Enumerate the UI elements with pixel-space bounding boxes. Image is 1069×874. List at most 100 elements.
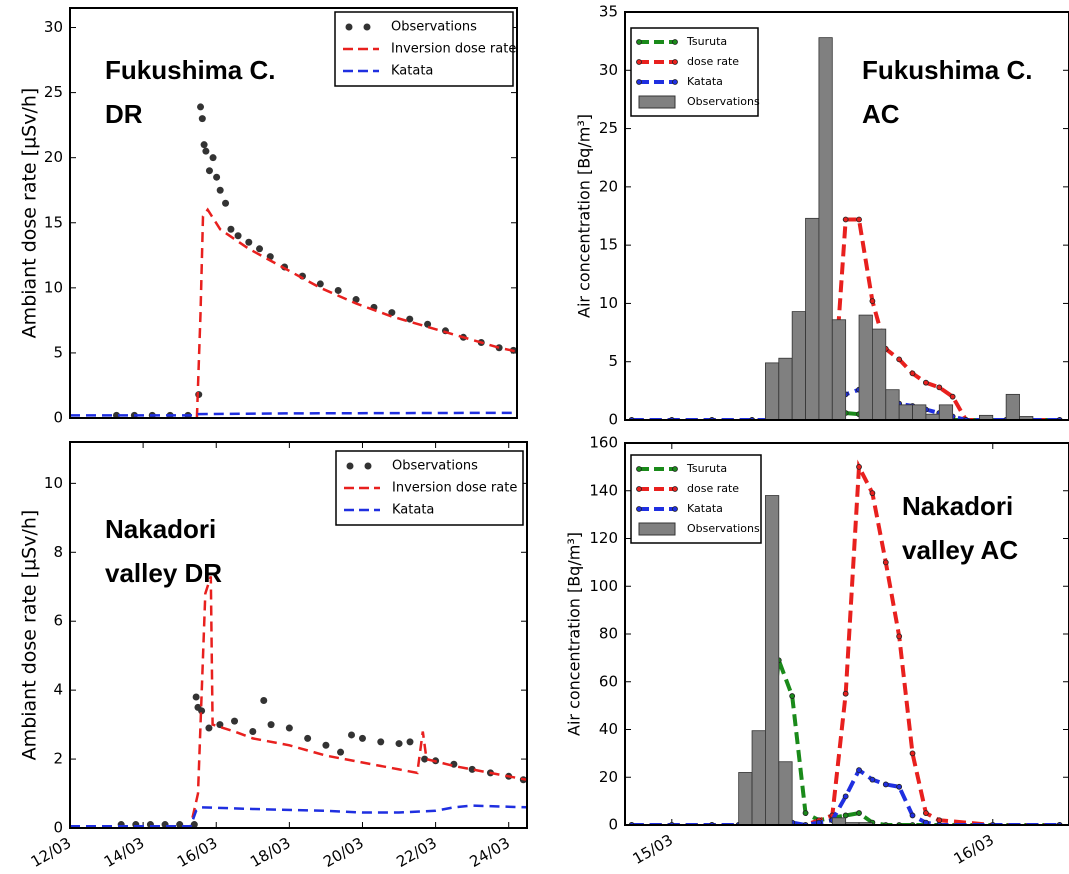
marker bbox=[842, 793, 849, 800]
legend-swatch bbox=[345, 23, 353, 31]
legend-swatch bbox=[672, 466, 678, 472]
legend-swatch bbox=[636, 466, 642, 472]
point bbox=[213, 173, 221, 181]
point bbox=[352, 296, 360, 304]
marker bbox=[909, 370, 916, 377]
line bbox=[70, 411, 517, 417]
line bbox=[195, 207, 517, 418]
marker bbox=[842, 690, 849, 697]
legend-swatch bbox=[636, 79, 642, 85]
plot-frame bbox=[69, 7, 518, 419]
legend-label: Observations bbox=[687, 95, 760, 108]
y-tick-label: 0 bbox=[53, 819, 63, 837]
legend-swatch bbox=[638, 522, 676, 536]
panel-annotation: Fukushima C. bbox=[862, 55, 1032, 85]
y-tick-label: 6 bbox=[53, 612, 63, 630]
legend-swatch bbox=[672, 79, 678, 85]
y-axis-label: Ambiant dose rate [µSv/h] bbox=[19, 510, 41, 761]
panel-annotation: DR bbox=[105, 99, 143, 129]
marker bbox=[923, 819, 929, 825]
marker bbox=[789, 693, 796, 699]
x-tick-label: 16/03 bbox=[174, 834, 220, 871]
plot-frame bbox=[624, 11, 1069, 421]
plot-content bbox=[70, 103, 517, 418]
legend-label: Katata bbox=[391, 64, 433, 79]
y-tick-label: 20 bbox=[44, 148, 63, 166]
legend-swatch bbox=[363, 23, 371, 31]
legend-swatch bbox=[672, 59, 678, 65]
point bbox=[334, 286, 342, 294]
y-tick-label: 5 bbox=[608, 352, 618, 370]
point bbox=[304, 734, 312, 742]
point bbox=[260, 696, 268, 704]
point bbox=[209, 154, 217, 162]
marker bbox=[856, 463, 862, 470]
panel: 0 5 10 15 20 25 30 35 Air concentration [Bq/m³] F… bbox=[575, 3, 1069, 429]
y-tick-label: 40 bbox=[599, 720, 618, 738]
bar bbox=[872, 328, 887, 420]
marker bbox=[896, 356, 903, 363]
bar bbox=[765, 362, 780, 420]
x-tick-label: 24/03 bbox=[467, 834, 513, 871]
line bbox=[70, 804, 527, 828]
legend-label: Inversion dose rate bbox=[391, 42, 516, 57]
bar bbox=[938, 404, 954, 420]
legend-swatch bbox=[672, 506, 678, 512]
legend-label: Tsuruta bbox=[686, 35, 727, 48]
legend-swatch bbox=[636, 59, 642, 65]
marker bbox=[869, 490, 876, 497]
marker bbox=[936, 817, 943, 824]
bar bbox=[858, 314, 873, 420]
bar bbox=[805, 217, 820, 420]
legend-swatch bbox=[672, 39, 678, 45]
legend-label: dose rate bbox=[687, 482, 739, 495]
point bbox=[222, 199, 230, 207]
y-tick-label: 100 bbox=[589, 577, 618, 595]
marker bbox=[816, 819, 822, 825]
point bbox=[216, 186, 224, 194]
y-axis-label: Air concentration [Bq/m³] bbox=[575, 114, 594, 318]
bar bbox=[778, 761, 793, 825]
y-tick-label: 140 bbox=[589, 481, 618, 499]
y-tick-label: 10 bbox=[599, 294, 618, 312]
marker bbox=[856, 216, 862, 223]
y-tick-label: 2 bbox=[53, 750, 63, 768]
point bbox=[267, 721, 275, 729]
point bbox=[322, 741, 330, 749]
y-tick-label: 160 bbox=[589, 434, 618, 452]
y-tick-label: 10 bbox=[44, 474, 63, 492]
x-tick-label: 15/03 bbox=[630, 831, 676, 868]
y-tick-label: 0 bbox=[53, 409, 63, 427]
panel: 0 5 10 15 20 25 30 Ambiant dose rate [µSv/h] Fuk… bbox=[19, 7, 518, 427]
point bbox=[406, 738, 414, 746]
marker bbox=[909, 750, 916, 757]
point bbox=[377, 738, 385, 746]
x-tick-label: 18/03 bbox=[247, 834, 293, 871]
marker bbox=[869, 776, 876, 783]
legend-swatch bbox=[638, 95, 676, 109]
marker bbox=[936, 384, 943, 391]
bar bbox=[1019, 416, 1034, 420]
bar bbox=[818, 37, 833, 420]
panel-annotation: Nakadori bbox=[902, 491, 1013, 521]
bar bbox=[885, 389, 900, 420]
y-tick-label: 30 bbox=[599, 61, 618, 79]
plot-frame bbox=[69, 441, 528, 829]
y-tick-label: 20 bbox=[599, 768, 618, 786]
legend-label: Katata bbox=[392, 503, 434, 518]
line bbox=[191, 576, 527, 818]
panel: 0 20 40 60 80 100 120 140 160 15/03 16/03 Air conce… bbox=[565, 434, 1069, 868]
bar bbox=[912, 404, 927, 420]
legend-label: Tsuruta bbox=[686, 462, 727, 475]
legend-swatch bbox=[636, 486, 642, 492]
point bbox=[285, 724, 293, 732]
bar bbox=[831, 319, 847, 420]
y-tick-label: 25 bbox=[44, 83, 63, 101]
legend-swatch bbox=[636, 506, 642, 512]
bar bbox=[791, 311, 806, 420]
y-tick-label: 20 bbox=[599, 177, 618, 195]
marker bbox=[949, 393, 956, 400]
y-tick-label: 60 bbox=[599, 672, 618, 690]
plot-content bbox=[70, 576, 527, 828]
panel-annotation: Fukushima C. bbox=[105, 55, 275, 85]
